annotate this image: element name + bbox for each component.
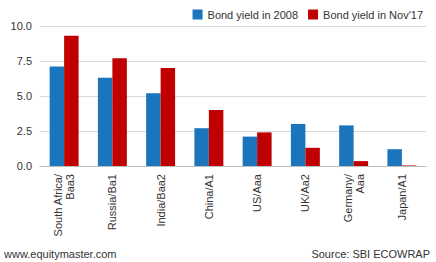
- svg-text:Russia/Ba1: Russia/Ba1: [106, 174, 118, 230]
- svg-text:Aaa: Aaa: [354, 173, 366, 193]
- svg-text:Bond yield in Nov'17: Bond yield in Nov'17: [323, 9, 423, 21]
- svg-text:Baa3: Baa3: [64, 174, 76, 200]
- svg-text:10.0: 10.0: [11, 20, 32, 32]
- svg-text:Japan/A1: Japan/A1: [396, 174, 408, 220]
- svg-text:www.equitymaster.com: www.equitymaster.com: [3, 248, 116, 260]
- svg-text:India/Baa2: India/Baa2: [155, 174, 167, 227]
- svg-text:5.0: 5.0: [17, 90, 32, 102]
- svg-text:UK/Aa2: UK/Aa2: [299, 174, 311, 212]
- svg-text:7.5: 7.5: [17, 55, 32, 67]
- svg-text:Bond yield in 2008: Bond yield in 2008: [208, 9, 299, 21]
- svg-text:Source: SBI ECOWRAP: Source: SBI ECOWRAP: [311, 248, 430, 260]
- svg-text:2.5: 2.5: [17, 125, 32, 137]
- svg-text:South Africa/: South Africa/: [52, 173, 64, 236]
- svg-text:US/Aaa: US/Aaa: [251, 173, 263, 212]
- svg-text:0.0: 0.0: [17, 160, 32, 172]
- svg-text:China/A1: China/A1: [203, 174, 215, 219]
- svg-text:Germany/: Germany/: [342, 173, 354, 222]
